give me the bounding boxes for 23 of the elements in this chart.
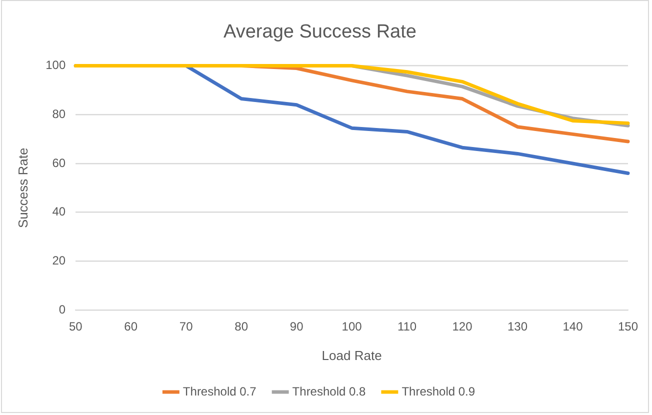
chart-title: Average Success Rate	[224, 22, 416, 43]
x-tick-label: 140	[562, 320, 584, 334]
legend-label: Threshold 0.8	[292, 384, 366, 398]
y-tick-label: 60	[52, 156, 66, 170]
x-axis-title: Load Rate	[322, 348, 382, 363]
x-tick-label: 110	[397, 320, 417, 334]
x-tick-label: 50	[68, 320, 83, 334]
x-tick-label: 120	[452, 320, 473, 334]
x-tick-label: 130	[508, 320, 528, 334]
y-axis-title: Success Rate	[15, 148, 30, 228]
x-tick-label: 150	[618, 320, 638, 334]
x-tick-label: 100	[342, 320, 362, 334]
legend-label: Threshold 0.9	[402, 384, 476, 398]
x-tick-label: 60	[124, 320, 138, 334]
y-tick-label: 100	[46, 58, 66, 72]
y-tick-label: 0	[58, 302, 66, 316]
y-tick-label: 80	[52, 106, 66, 121]
x-tick-label: 90	[290, 320, 304, 334]
legend-label: Threshold 0.7	[182, 384, 257, 398]
y-tick-label: 20	[52, 253, 66, 268]
x-tick-label: 70	[179, 320, 194, 334]
x-tick-label: 80	[234, 320, 248, 334]
y-tick-label: 40	[52, 204, 66, 219]
